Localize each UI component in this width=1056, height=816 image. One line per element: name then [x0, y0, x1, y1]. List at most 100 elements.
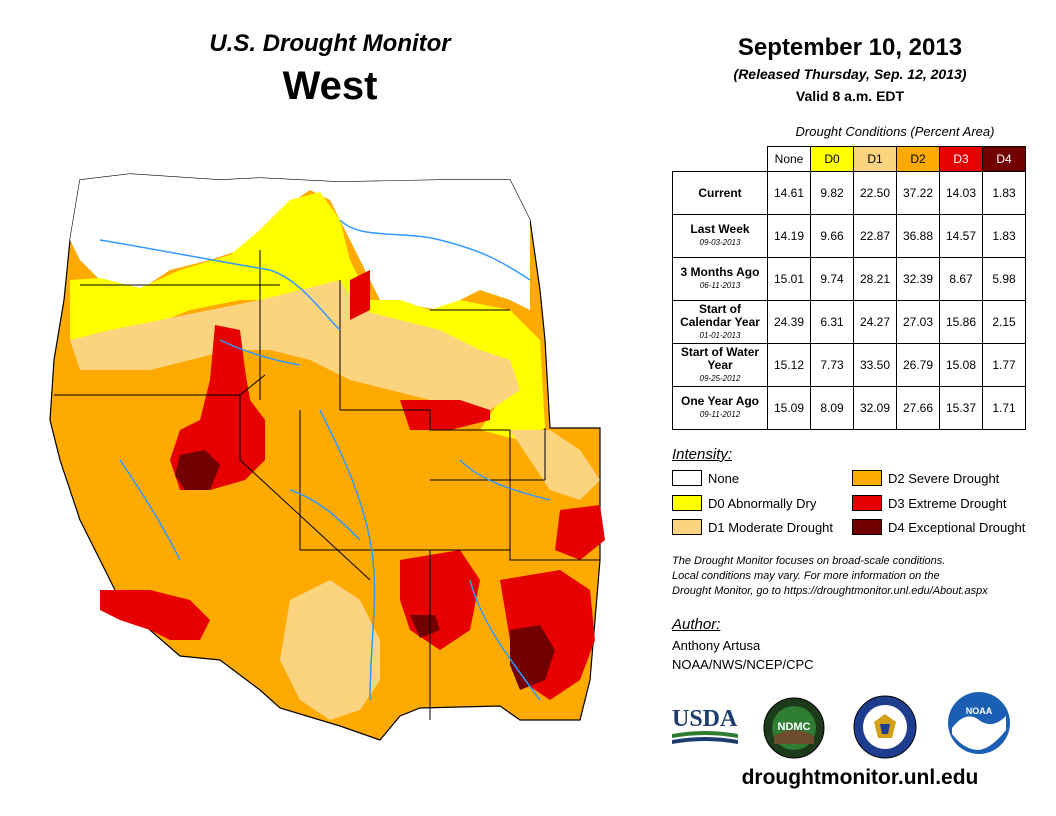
map-d0-band: [70, 192, 545, 440]
map-d3-california: [100, 590, 210, 640]
author-org: NOAA/NWS/NCEP/CPC: [672, 657, 814, 672]
author-name: Anthony Artusa: [672, 638, 761, 653]
legend-label: D0 Abnormally Dry: [708, 495, 817, 511]
col-none: None: [767, 146, 811, 172]
cell-d3: 15.86: [939, 300, 983, 344]
legend-swatch: [672, 495, 702, 511]
legend-item-d3: D3 Extreme Drought: [852, 495, 1007, 511]
usda-logo: USDA: [672, 706, 738, 744]
legend-label: None: [708, 470, 740, 486]
cell-none: 24.39: [767, 300, 811, 344]
note-line: The Drought Monitor focuses on broad-sca…: [672, 555, 946, 567]
ndmc-logo: NDMC: [763, 697, 825, 759]
disclaimer-note: The Drought Monitor focuses on broad-sca…: [672, 554, 1052, 599]
noaa-logo: NOAA: [948, 692, 1010, 754]
table-row: 3 Months Ago 06-11-2013 15.01 9.74 28.21 …: [672, 257, 1026, 301]
legend-label: D4 Exceptional Drought: [888, 519, 1026, 535]
row-label: 3 Months Ago 06-11-2013: [672, 257, 768, 301]
legend-swatch: [852, 495, 882, 511]
legend-swatch: [852, 470, 882, 486]
table-row: Start of Calendar Year 01-01-2013 24.39 6…: [672, 300, 1026, 344]
map-d4-nevada: [175, 450, 220, 490]
cell-d0: 6.31: [810, 300, 854, 344]
legend-label: D3 Extreme Drought: [888, 495, 1007, 511]
region-title: West: [282, 64, 378, 108]
cell-d2: 36.88: [896, 214, 940, 258]
legend-item-d2: D2 Severe Drought: [852, 470, 999, 486]
cell-d1: 33.50: [853, 343, 897, 387]
map-d3-wyoming: [400, 400, 490, 430]
cell-d2: 37.22: [896, 171, 940, 215]
map-d1-southwest: [280, 580, 380, 720]
conditions-caption: Drought Conditions (Percent Area): [795, 124, 995, 139]
map-title: U.S. Drought Monitor: [209, 30, 451, 57]
legend-title: Intensity:: [672, 446, 733, 463]
map-d1-southeast: [510, 430, 600, 500]
valid-time: Valid 8 a.m. EDT: [795, 88, 905, 104]
cell-d0: 8.09: [810, 386, 854, 430]
website-link[interactable]: droughtmonitor.unl.edu: [741, 766, 979, 789]
row-label: Start of Calendar Year 01-01-2013: [672, 300, 768, 344]
cell-d4: 1.83: [982, 171, 1026, 215]
cell-none: 15.12: [767, 343, 811, 387]
cell-d1: 28.21: [853, 257, 897, 301]
col-d3: D3: [939, 146, 983, 172]
legend-swatch: [852, 519, 882, 535]
cell-none: 14.19: [767, 214, 811, 258]
col-d2: D2: [896, 146, 940, 172]
cell-d3: 14.03: [939, 171, 983, 215]
note-line[interactable]: Drought Monitor, go to https://droughtmo…: [672, 585, 988, 597]
cell-d4: 1.77: [982, 343, 1026, 387]
cell-d3: 15.08: [939, 343, 983, 387]
conditions-table: None D0 D1 D2 D3 D4 Current 14.61 9.82 2…: [672, 146, 1026, 430]
table-row: Start of Water Year 09-25-2012 15.12 7.73…: [672, 343, 1026, 387]
map-d3-kansas: [555, 505, 605, 560]
table-corner: [673, 147, 768, 172]
col-d0: D0: [810, 146, 854, 172]
cell-d0: 7.73: [810, 343, 854, 387]
cell-d4: 5.98: [982, 257, 1026, 301]
ndmc-logo-text: NDMC: [778, 721, 811, 733]
cell-d1: 22.50: [853, 171, 897, 215]
row-label: One Year Ago 09-11-2012: [672, 386, 768, 430]
cell-d3: 15.37: [939, 386, 983, 430]
noaa-logo-text: NOAA: [966, 706, 993, 716]
legend-item-none: None: [672, 470, 739, 486]
author-title: Author:: [672, 616, 721, 633]
cell-d1: 24.27: [853, 300, 897, 344]
map-d4-newmexico: [410, 615, 440, 638]
map-none-north: [70, 174, 530, 310]
legend-swatch: [672, 470, 702, 486]
release-date: (Released Thursday, Sep. 12, 2013): [733, 66, 967, 82]
map-d3-montana: [350, 270, 370, 320]
cell-d0: 9.74: [810, 257, 854, 301]
usda-logo-text: USDA: [672, 706, 738, 732]
legend-label: D1 Moderate Drought: [708, 519, 834, 535]
cell-d0: 9.82: [810, 171, 854, 215]
table-row: One Year Ago 09-11-2012 15.09 8.09 32.09 …: [672, 386, 1026, 430]
legend-item-d1: D1 Moderate Drought: [672, 519, 833, 535]
table-row: Current 14.61 9.82 22.50 37.22 14.03 1.8…: [672, 171, 1026, 215]
rivers: [99, 219, 551, 701]
map-d1-area: [70, 280, 520, 410]
legend-item-d0: D0 Abnormally Dry: [672, 495, 816, 511]
cell-d2: 32.39: [896, 257, 940, 301]
cell-d2: 27.03: [896, 300, 940, 344]
col-d1: D1: [853, 146, 897, 172]
commerce-seal-logo: [853, 695, 917, 759]
col-d4: D4: [982, 146, 1026, 172]
cell-none: 15.01: [767, 257, 811, 301]
row-label: Last Week 09-03-2013: [672, 214, 768, 258]
legend-label: D2 Severe Drought: [888, 470, 1000, 486]
cell-d2: 26.79: [896, 343, 940, 387]
cell-d3: 14.57: [939, 214, 983, 258]
drought-map: [49, 173, 605, 741]
cell-d2: 27.66: [896, 386, 940, 430]
legend-item-d4: D4 Exceptional Drought: [852, 519, 1025, 535]
state-borders: [54, 250, 600, 720]
note-line: Local conditions may vary. For more info…: [672, 570, 940, 582]
cell-d4: 1.83: [982, 214, 1026, 258]
cell-d1: 32.09: [853, 386, 897, 430]
cell-none: 14.61: [767, 171, 811, 215]
map-date: September 10, 2013: [737, 34, 963, 61]
